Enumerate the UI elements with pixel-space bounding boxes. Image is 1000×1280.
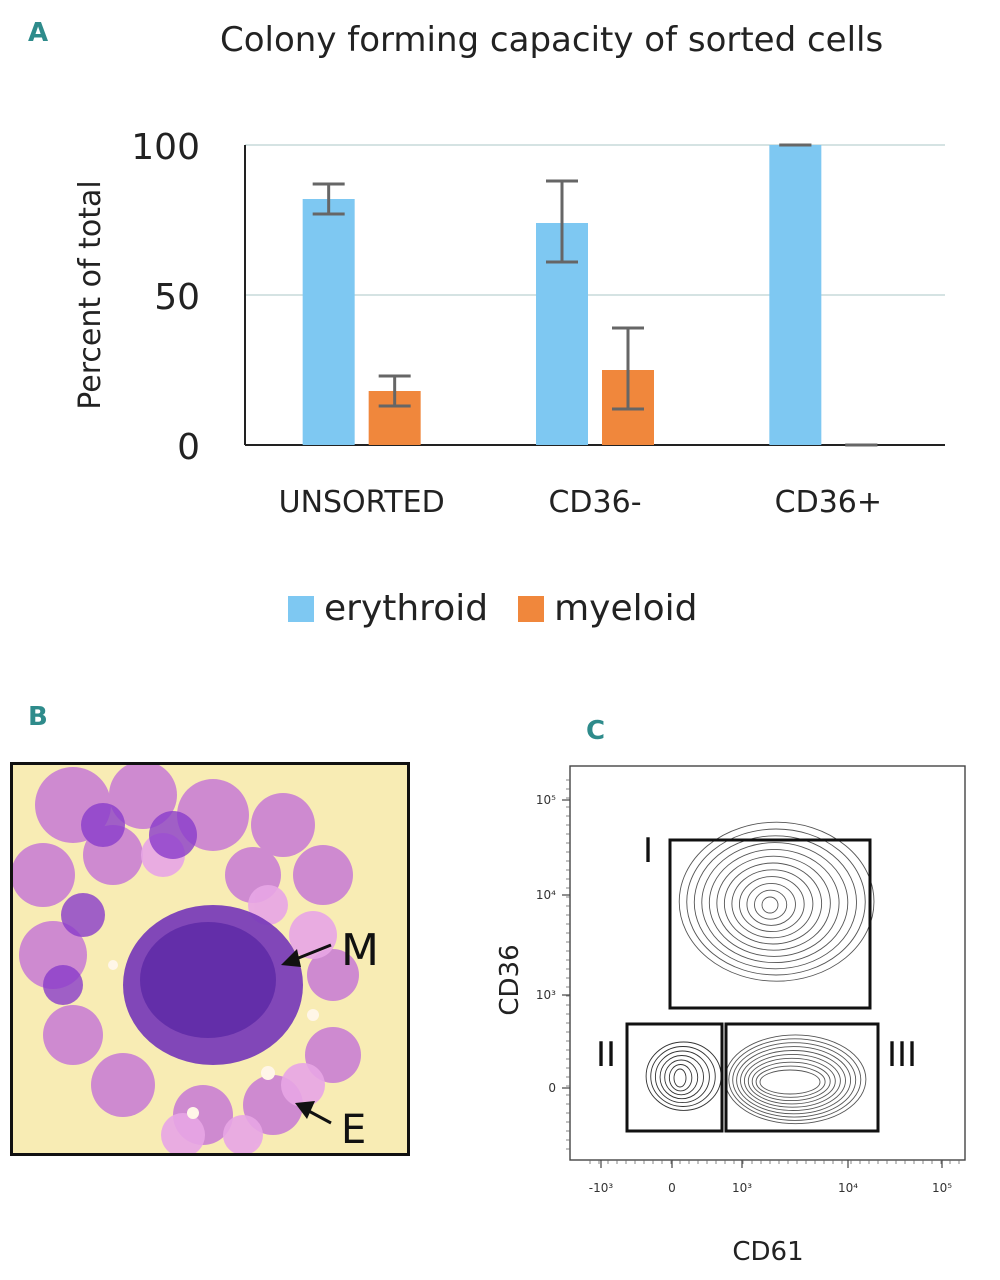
legend-swatch-erythroid bbox=[288, 595, 314, 622]
contour-population-i bbox=[761, 896, 779, 914]
legend-item-erythroid: erythroid bbox=[288, 588, 488, 629]
bar-chart: 0 50 100 Percent of total UNSORTED CD36- CD36+ bbox=[73, 127, 945, 520]
bar-erythroid bbox=[769, 145, 822, 445]
contour-population-i bbox=[746, 882, 796, 926]
contour-population-ii bbox=[654, 1050, 710, 1104]
y-tick-label: 100 bbox=[131, 127, 200, 168]
gate-I bbox=[668, 838, 872, 1010]
chart-title: Colony forming capacity of sorted cells bbox=[220, 20, 884, 60]
x-tick-label: UNSORTED bbox=[279, 485, 445, 520]
legend-item-myeloid: myeloid bbox=[518, 588, 697, 629]
flow-y-tick-label: 0 bbox=[548, 1081, 556, 1095]
contour-population-i bbox=[693, 835, 857, 970]
flow-ylabel: CD36 bbox=[495, 944, 525, 1015]
contour-population-iii bbox=[736, 1046, 852, 1115]
x-tick-label: CD36+ bbox=[775, 485, 882, 520]
panel-a-letter: A bbox=[28, 18, 49, 48]
contour-population-ii bbox=[659, 1055, 705, 1100]
contour-population-iii bbox=[755, 1065, 826, 1098]
contour-population-i bbox=[701, 842, 849, 964]
flow-x-tick-label: 10⁴ bbox=[838, 1181, 858, 1195]
chart-legend: erythroid myeloid bbox=[288, 588, 727, 629]
x-tick-label: CD36- bbox=[548, 485, 641, 520]
flow-x-tick-label: 10³ bbox=[732, 1181, 752, 1195]
contour-population-i bbox=[708, 848, 840, 957]
flow-y-tick-label: 10⁴ bbox=[536, 888, 556, 902]
contour-population-ii bbox=[664, 1059, 699, 1096]
flow-y-tick-label: 10⁵ bbox=[536, 793, 556, 807]
bar-erythroid bbox=[302, 199, 355, 445]
contour-population-ii bbox=[645, 1041, 722, 1111]
contour-population-ii bbox=[668, 1064, 693, 1092]
contour-population-i bbox=[723, 862, 823, 945]
legend-label-myeloid: myeloid bbox=[554, 588, 698, 629]
legend-label-erythroid: erythroid bbox=[324, 588, 489, 629]
contour-population-i bbox=[686, 828, 866, 976]
micrograph-image: M E bbox=[13, 765, 407, 1153]
contour-population-iii bbox=[732, 1042, 857, 1118]
legend-swatch-myeloid bbox=[518, 595, 545, 622]
flow-y-tick-label: 10³ bbox=[536, 988, 556, 1002]
contour-population-i bbox=[731, 869, 814, 939]
gate-III bbox=[724, 1022, 880, 1133]
contour-population-iii bbox=[743, 1053, 841, 1108]
micrograph-label-e: E bbox=[341, 1107, 366, 1153]
flow-x-tick-label: 0 bbox=[668, 1181, 676, 1195]
flow-x-tick-label: 10⁵ bbox=[932, 1181, 952, 1195]
contour-population-ii bbox=[650, 1046, 716, 1107]
contour-population-i bbox=[678, 821, 875, 982]
y-tick-label: 0 bbox=[177, 427, 200, 468]
contour-population-iii bbox=[740, 1050, 846, 1111]
flow-x-tick-label: -10³ bbox=[589, 1181, 614, 1195]
bar-layer: 0 50 100 Percent of total UNSORTED CD36- CD36+ bbox=[73, 127, 945, 520]
gate-label: III bbox=[887, 1035, 917, 1075]
contour-population-iii bbox=[747, 1057, 836, 1105]
contour-population-iii bbox=[751, 1061, 831, 1102]
gate-label: I bbox=[643, 831, 653, 871]
panel-c-letter: C bbox=[586, 716, 606, 746]
micrograph-label-m: M bbox=[341, 925, 379, 976]
contour-population-i bbox=[738, 876, 805, 933]
micrograph: M E bbox=[10, 762, 410, 1156]
y-axis-label: Percent of total bbox=[73, 180, 108, 409]
contour-population-i bbox=[754, 889, 788, 920]
gate-II bbox=[625, 1022, 724, 1133]
contour-population-iii bbox=[759, 1069, 821, 1095]
y-tick-label: 50 bbox=[154, 277, 200, 318]
contour-population-i bbox=[716, 855, 831, 951]
contour-population-iii bbox=[728, 1038, 862, 1121]
contour-population-ii bbox=[673, 1068, 687, 1088]
gate-label: II bbox=[596, 1035, 616, 1075]
flow-plot-frame bbox=[569, 765, 966, 1161]
panel-b-letter: B bbox=[28, 702, 48, 732]
flow-xlabel: CD61 bbox=[732, 1237, 803, 1267]
